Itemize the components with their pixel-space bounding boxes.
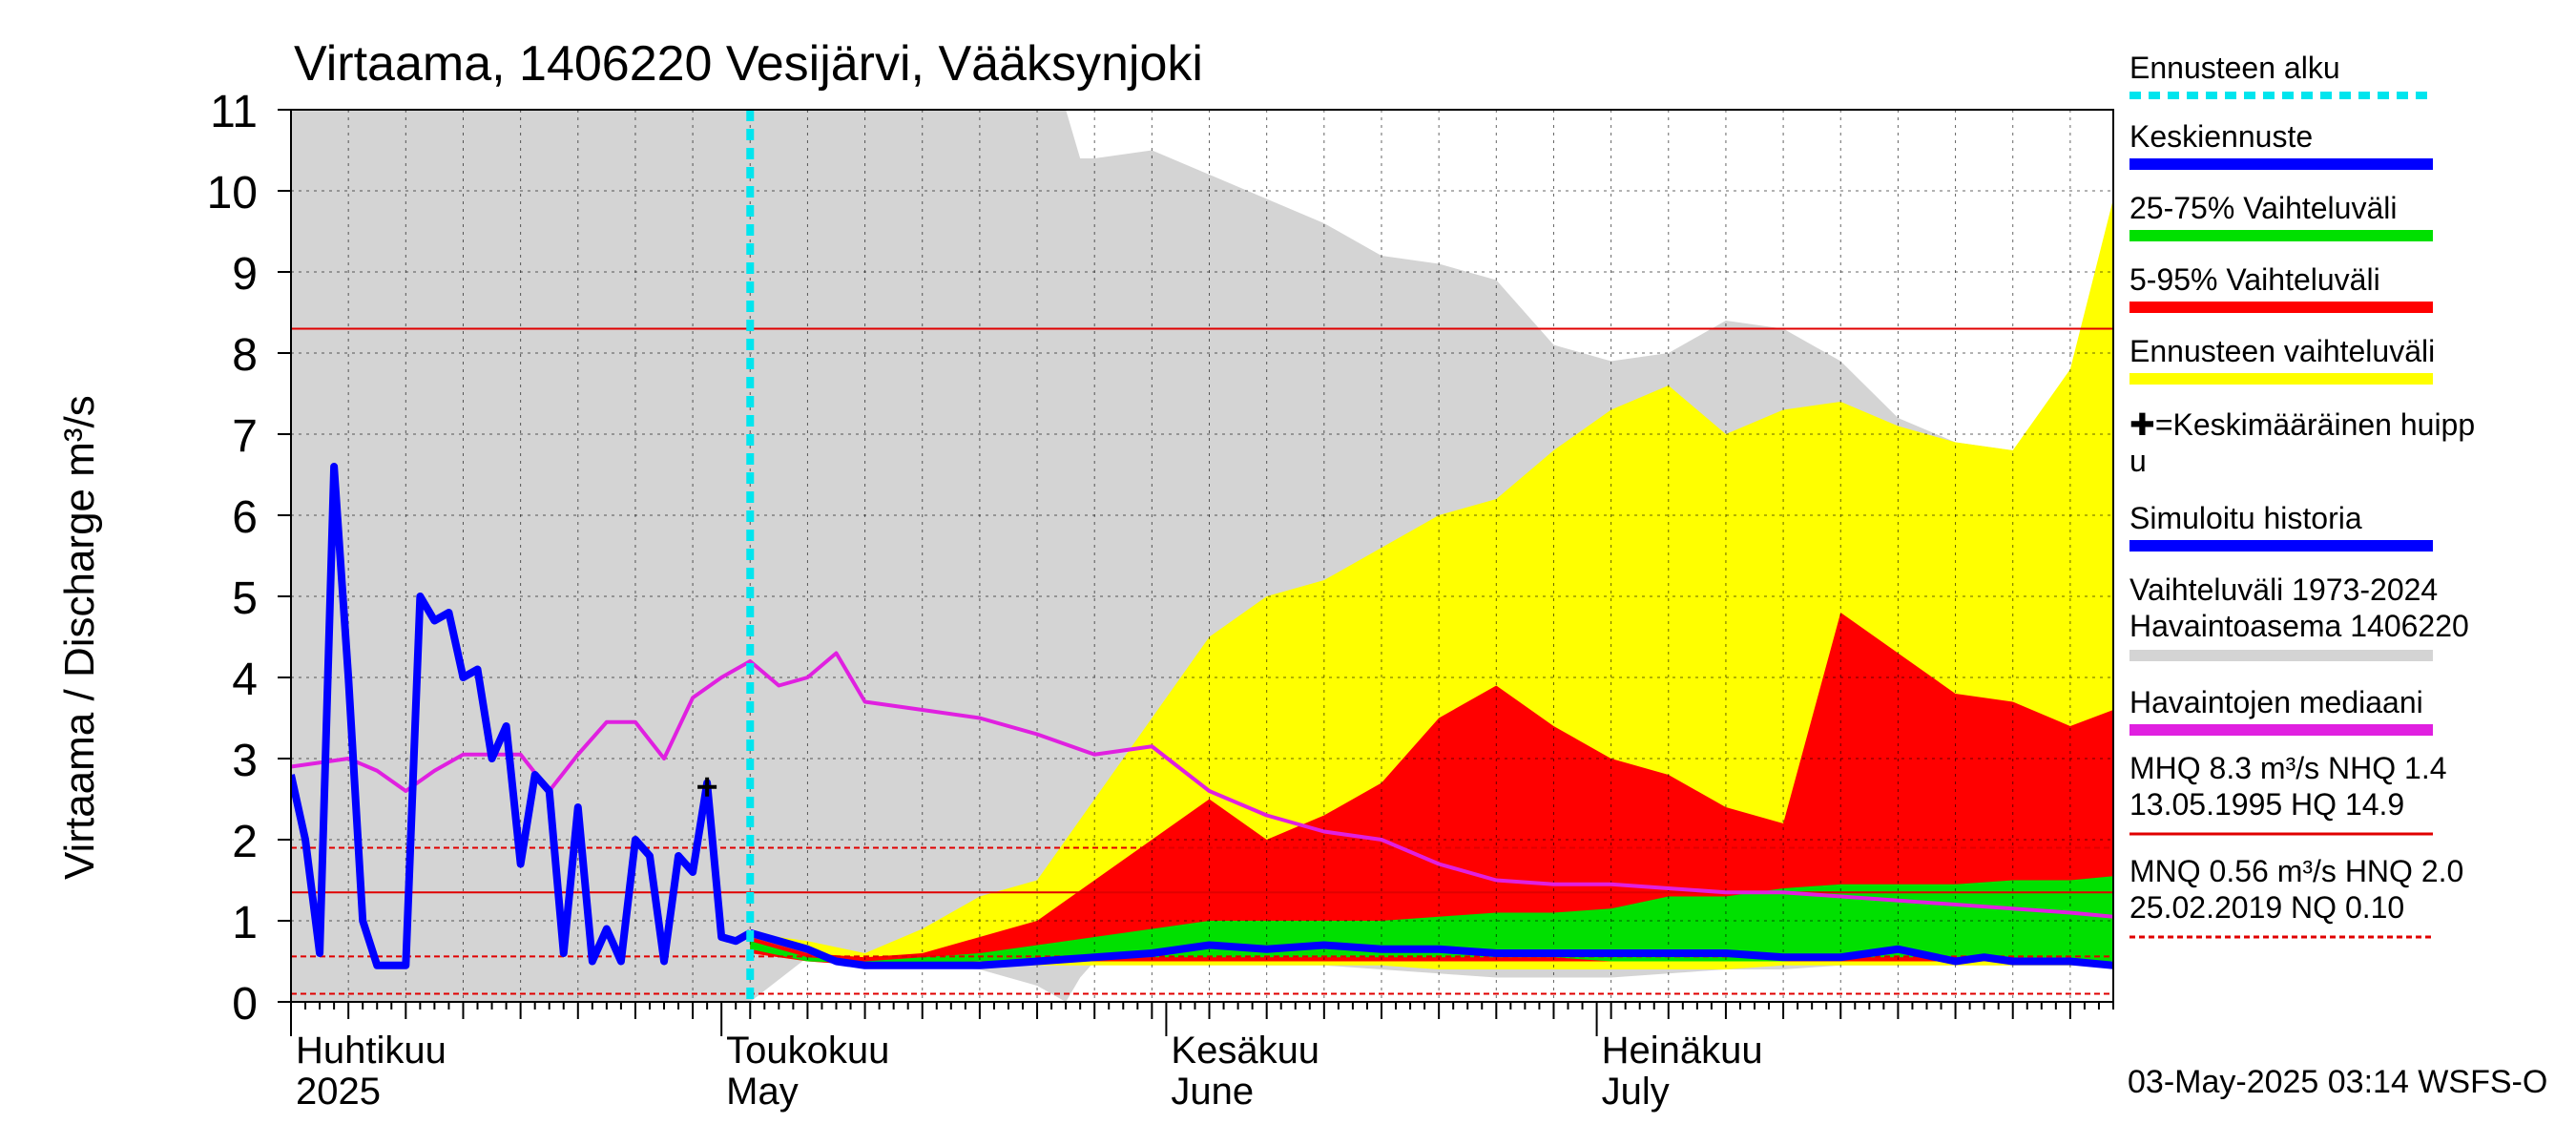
x-month-sublabel: June — [1171, 1071, 1254, 1113]
y-tick-label: 8 — [232, 330, 258, 381]
legend: Ennusteen alku Keskiennuste 25-75% Vaihtel… — [2129, 51, 2475, 939]
band-5-95-vaihteluv-li — [750, 613, 2113, 966]
x-month-label: Heinäkuu — [1602, 1030, 1763, 1072]
y-tick-label: 5 — [232, 573, 258, 624]
x-month-label: Toukokuu — [726, 1030, 889, 1072]
y-tick-label: 10 — [207, 168, 258, 219]
y-tick-label: 2 — [232, 817, 258, 867]
legend-label: MHQ 8.3 m³/s NHQ 1.4 — [2129, 751, 2447, 785]
footer-timestamp: 03-May-2025 03:14 WSFS-O — [2128, 1064, 2547, 1100]
y-tick-label: 11 — [210, 87, 258, 137]
y-tick-label: 4 — [232, 655, 258, 705]
grid-lines — [291, 110, 2113, 1002]
legend-label: Havaintoasema 1406220 — [2129, 609, 2469, 643]
legend-label: Ennusteen alku — [2129, 51, 2340, 85]
y-tick-label: 1 — [232, 898, 258, 948]
x-month-sublabel: May — [726, 1071, 799, 1113]
y-tick-label: 9 — [232, 249, 258, 300]
plot-area — [291, 110, 2113, 1002]
plot-frame — [290, 109, 2114, 1003]
series-simuloitu-historia — [291, 463, 753, 969]
x-month-sublabel: 2025 — [296, 1071, 381, 1113]
y-tick-label: 0 — [232, 979, 258, 1030]
band-ennusteen-vaihteluv-li — [750, 198, 2113, 969]
series-lines — [291, 110, 2113, 1002]
y-axis: 0 1 2 3 4 5 6 7 8 9 10 11 — [207, 87, 291, 1030]
chart-title: Virtaama, 1406220 Vesijärvi, Vääksynjoki — [294, 36, 1203, 92]
y-tick-label: 7 — [232, 411, 258, 462]
x-month-sublabel: July — [1602, 1071, 1670, 1113]
legend-label: Havaintojen mediaani — [2129, 685, 2423, 719]
x-month-label: Huhtikuu — [296, 1030, 447, 1072]
series-keskiennuste — [749, 928, 2113, 969]
legend-label: ✚=Keskimääräinen huipp — [2129, 407, 2475, 442]
y-tick-label: 3 — [232, 736, 258, 786]
legend-label: Ennusteen vaihteluväli — [2129, 334, 2435, 368]
y-axis-label: Virtaama / Discharge m³/s — [56, 395, 103, 880]
y-tick-label: 6 — [232, 492, 258, 543]
legend-label: Simuloitu historia — [2129, 501, 2362, 535]
legend-label: Vaihteluväli 1973-2024 — [2129, 572, 2438, 607]
legend-label: 13.05.1995 HQ 14.9 — [2129, 787, 2404, 822]
legend-label: 25-75% Vaihteluväli — [2129, 191, 2397, 225]
x-month-label: Kesäkuu — [1171, 1030, 1319, 1072]
legend-label: 25.02.2019 NQ 0.10 — [2129, 890, 2404, 925]
legend-label: MNQ 0.56 m³/s HNQ 2.0 — [2129, 854, 2463, 888]
legend-label: 5-95% Vaihteluväli — [2129, 262, 2380, 297]
legend-label: Keskiennuste — [2129, 119, 2313, 154]
band-25-75-vaihteluv-li — [750, 876, 2113, 964]
legend-label: u — [2129, 444, 2147, 478]
